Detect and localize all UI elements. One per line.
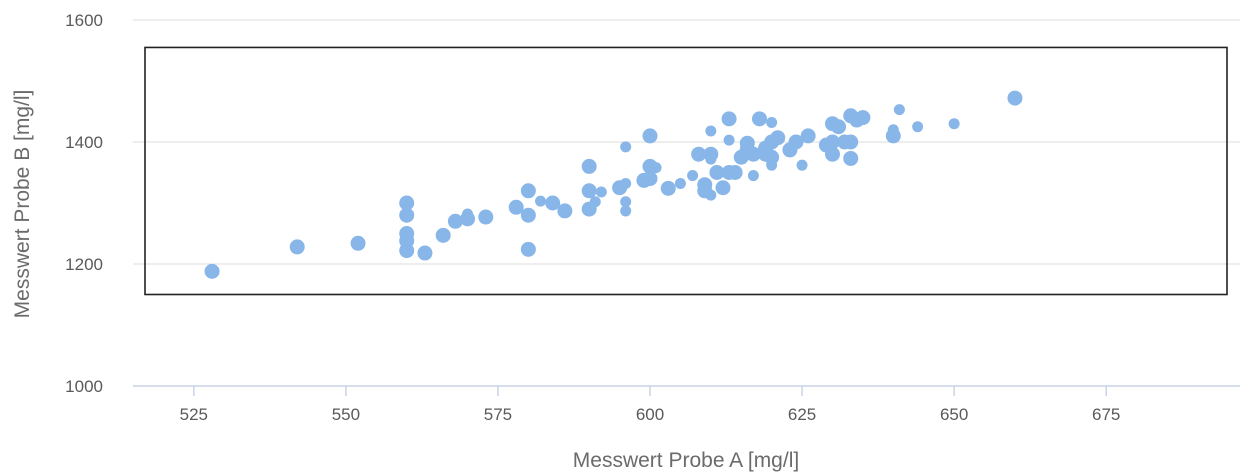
x-tick-label: 525 xyxy=(180,405,208,424)
x-tick-label: 550 xyxy=(332,405,360,424)
data-point xyxy=(620,196,632,208)
y-tick-label: 1400 xyxy=(65,133,103,152)
data-point xyxy=(535,195,547,207)
data-point xyxy=(745,146,761,162)
data-point xyxy=(435,227,451,243)
x-tick-label: 650 xyxy=(940,405,968,424)
data-point xyxy=(831,119,847,135)
data-point xyxy=(723,134,735,146)
data-point xyxy=(709,165,725,180)
data-point xyxy=(747,170,759,182)
data-point xyxy=(557,203,573,219)
data-point xyxy=(727,165,743,180)
data-point xyxy=(855,110,871,126)
data-point xyxy=(545,195,561,211)
data-point xyxy=(751,111,767,127)
data-point xyxy=(417,245,433,261)
data-point xyxy=(824,146,840,162)
data-point xyxy=(508,199,524,215)
data-point xyxy=(800,128,816,144)
data-point xyxy=(843,150,859,166)
data-point xyxy=(788,134,804,150)
data-point xyxy=(660,180,676,196)
x-axis-title: Messwert Probe A [mg/l] xyxy=(573,449,799,472)
data-point xyxy=(912,121,924,133)
y-axis-tick-labels: 1000 1200 1400 1600 xyxy=(65,11,103,396)
data-point xyxy=(721,111,737,127)
data-point xyxy=(204,263,220,279)
data-point xyxy=(620,177,632,189)
data-point xyxy=(620,205,632,217)
data-point xyxy=(650,162,662,174)
data-point xyxy=(399,195,415,211)
y-tick-label: 1200 xyxy=(65,255,103,274)
data-point xyxy=(399,207,415,223)
data-point xyxy=(715,180,731,196)
data-point xyxy=(770,130,786,146)
data-point xyxy=(705,153,717,165)
data-point xyxy=(589,196,601,208)
x-tick-label: 625 xyxy=(788,405,816,424)
x-tick-label: 600 xyxy=(636,405,664,424)
x-tick-label: 575 xyxy=(484,405,512,424)
data-point xyxy=(620,141,632,153)
y-tick-label: 1600 xyxy=(65,11,103,30)
data-point xyxy=(766,159,778,171)
data-point xyxy=(478,209,494,225)
data-point xyxy=(691,146,707,162)
data-points xyxy=(204,90,1023,279)
annotation-box xyxy=(144,46,1228,296)
data-point xyxy=(447,213,463,229)
data-point xyxy=(764,149,780,165)
x-tick-label: 675 xyxy=(1092,405,1120,424)
data-point xyxy=(462,208,474,220)
data-point xyxy=(705,189,717,201)
grid-lines xyxy=(133,19,1240,265)
data-point xyxy=(581,183,597,199)
data-point xyxy=(893,104,905,116)
y-tick-label: 1000 xyxy=(65,377,103,396)
data-point xyxy=(642,128,658,144)
y-axis-title: Messwert Probe B [mg/l] xyxy=(11,90,34,319)
data-point xyxy=(687,170,699,182)
data-point xyxy=(885,128,901,144)
data-point xyxy=(843,134,859,150)
data-point xyxy=(796,159,808,171)
data-point xyxy=(766,116,778,128)
x-axis xyxy=(133,385,1240,396)
data-point xyxy=(520,241,536,257)
data-point xyxy=(1007,90,1023,106)
data-point xyxy=(642,171,658,187)
data-point xyxy=(674,177,686,189)
x-axis-tick-labels: 525 550 575 600 625 650 675 xyxy=(180,405,1121,424)
data-point xyxy=(350,235,366,251)
data-point xyxy=(595,186,607,198)
data-point xyxy=(520,207,536,223)
data-point xyxy=(289,239,305,255)
data-point xyxy=(520,183,536,199)
data-point xyxy=(948,118,960,130)
data-point xyxy=(399,243,415,259)
data-point xyxy=(581,158,597,174)
data-point xyxy=(824,134,840,150)
data-point xyxy=(705,125,717,137)
